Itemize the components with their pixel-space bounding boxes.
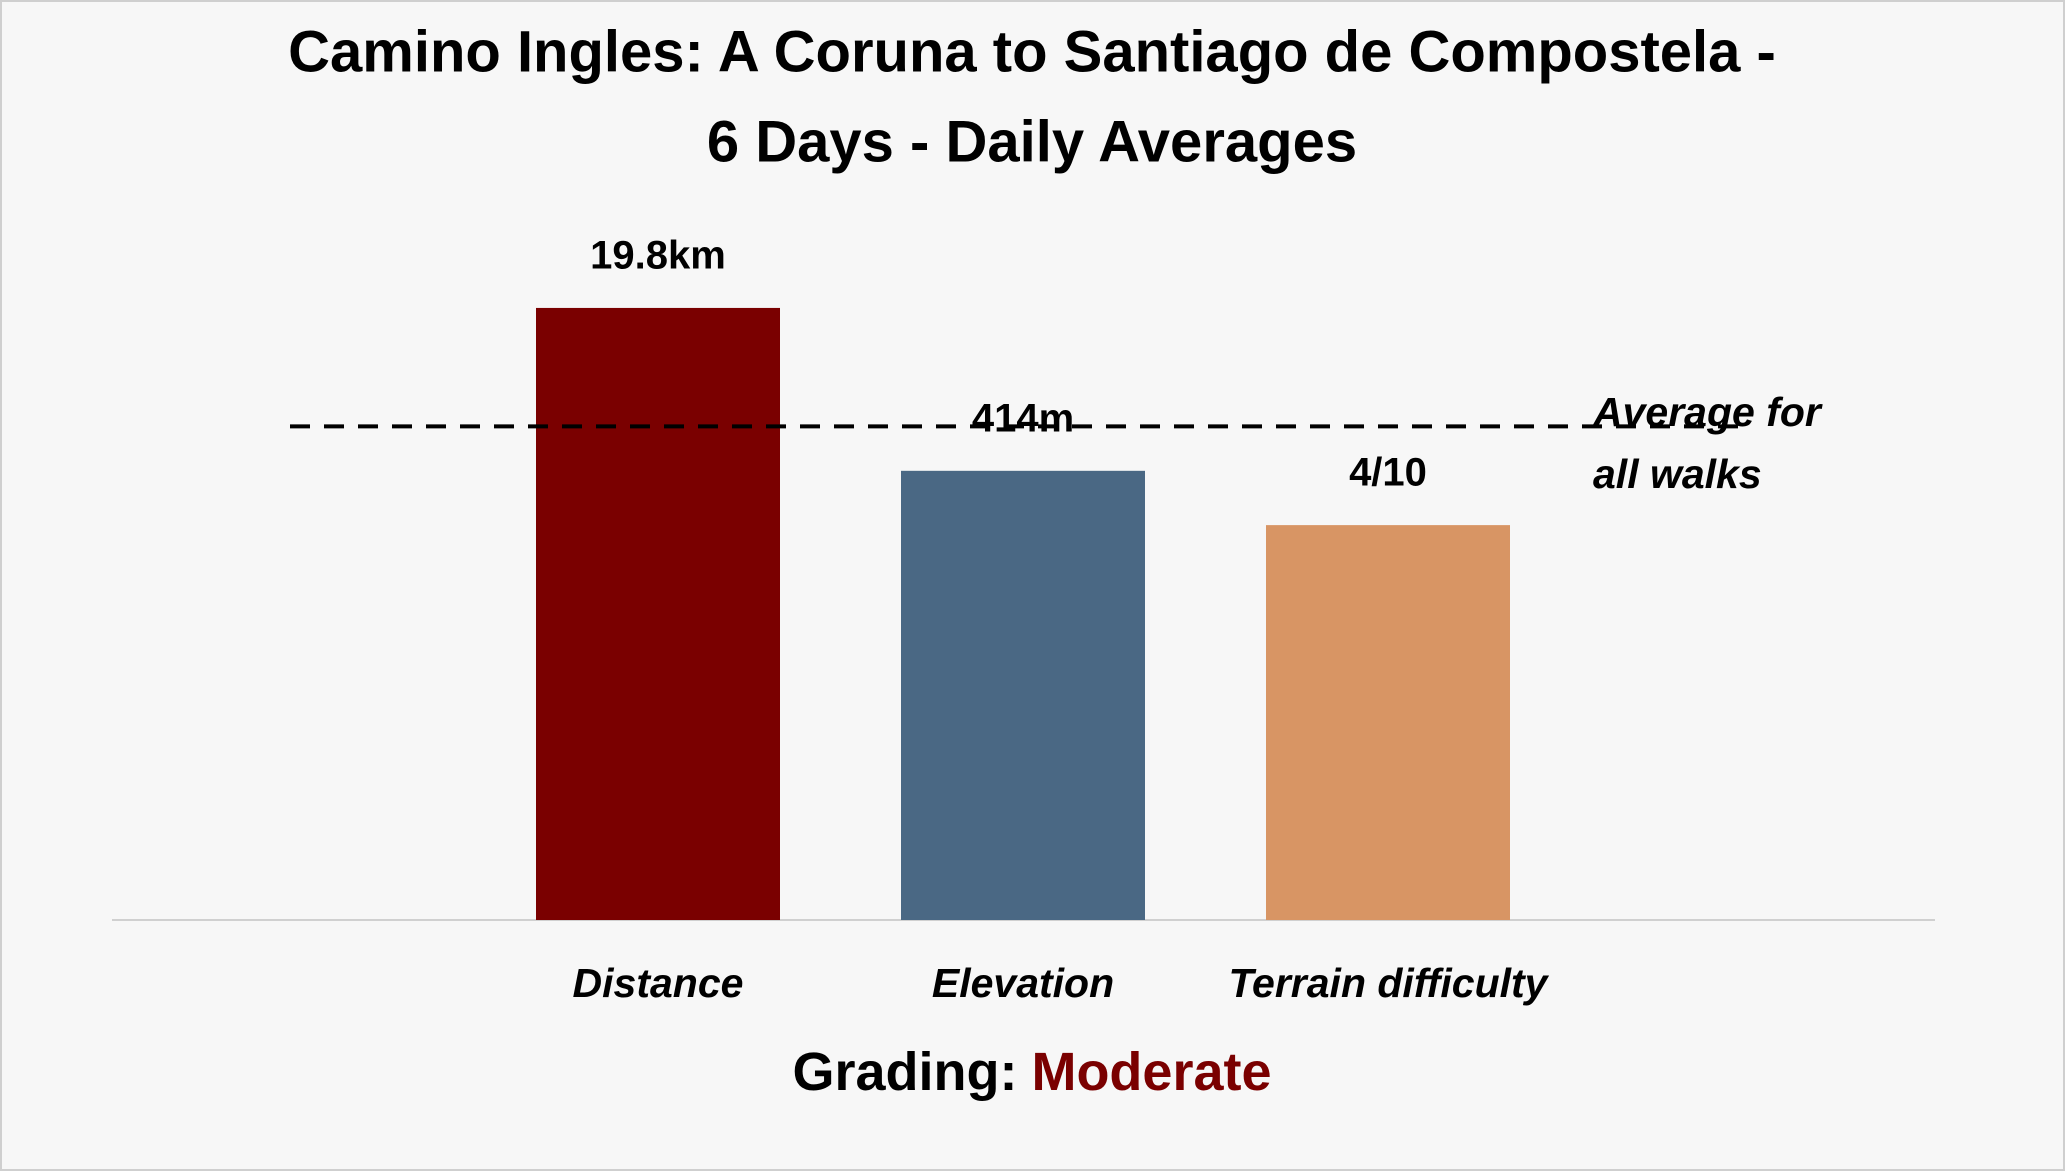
x-tick-label: Elevation	[932, 960, 1114, 1006]
data-label: 414m	[972, 396, 1074, 440]
grading-value: Moderate	[1031, 1042, 1271, 1102]
bar	[901, 470, 1145, 920]
chart-title: 6 Days - Daily Averages	[707, 109, 1357, 174]
x-tick-label: Distance	[573, 960, 744, 1006]
reference-label: Average for	[1592, 389, 1823, 435]
bar	[536, 307, 780, 920]
reference-label: all walks	[1593, 451, 1762, 497]
bar	[1266, 525, 1510, 920]
grading: Grading: Moderate	[792, 1042, 1271, 1102]
x-tick-label: Terrain difficulty	[1229, 960, 1550, 1006]
data-label: 4/10	[1349, 451, 1427, 495]
data-label: 19.8km	[590, 233, 726, 277]
grading-label: Grading:	[792, 1042, 1017, 1102]
chart-title: Camino Ingles: A Coruna to Santiago de C…	[288, 19, 1776, 84]
